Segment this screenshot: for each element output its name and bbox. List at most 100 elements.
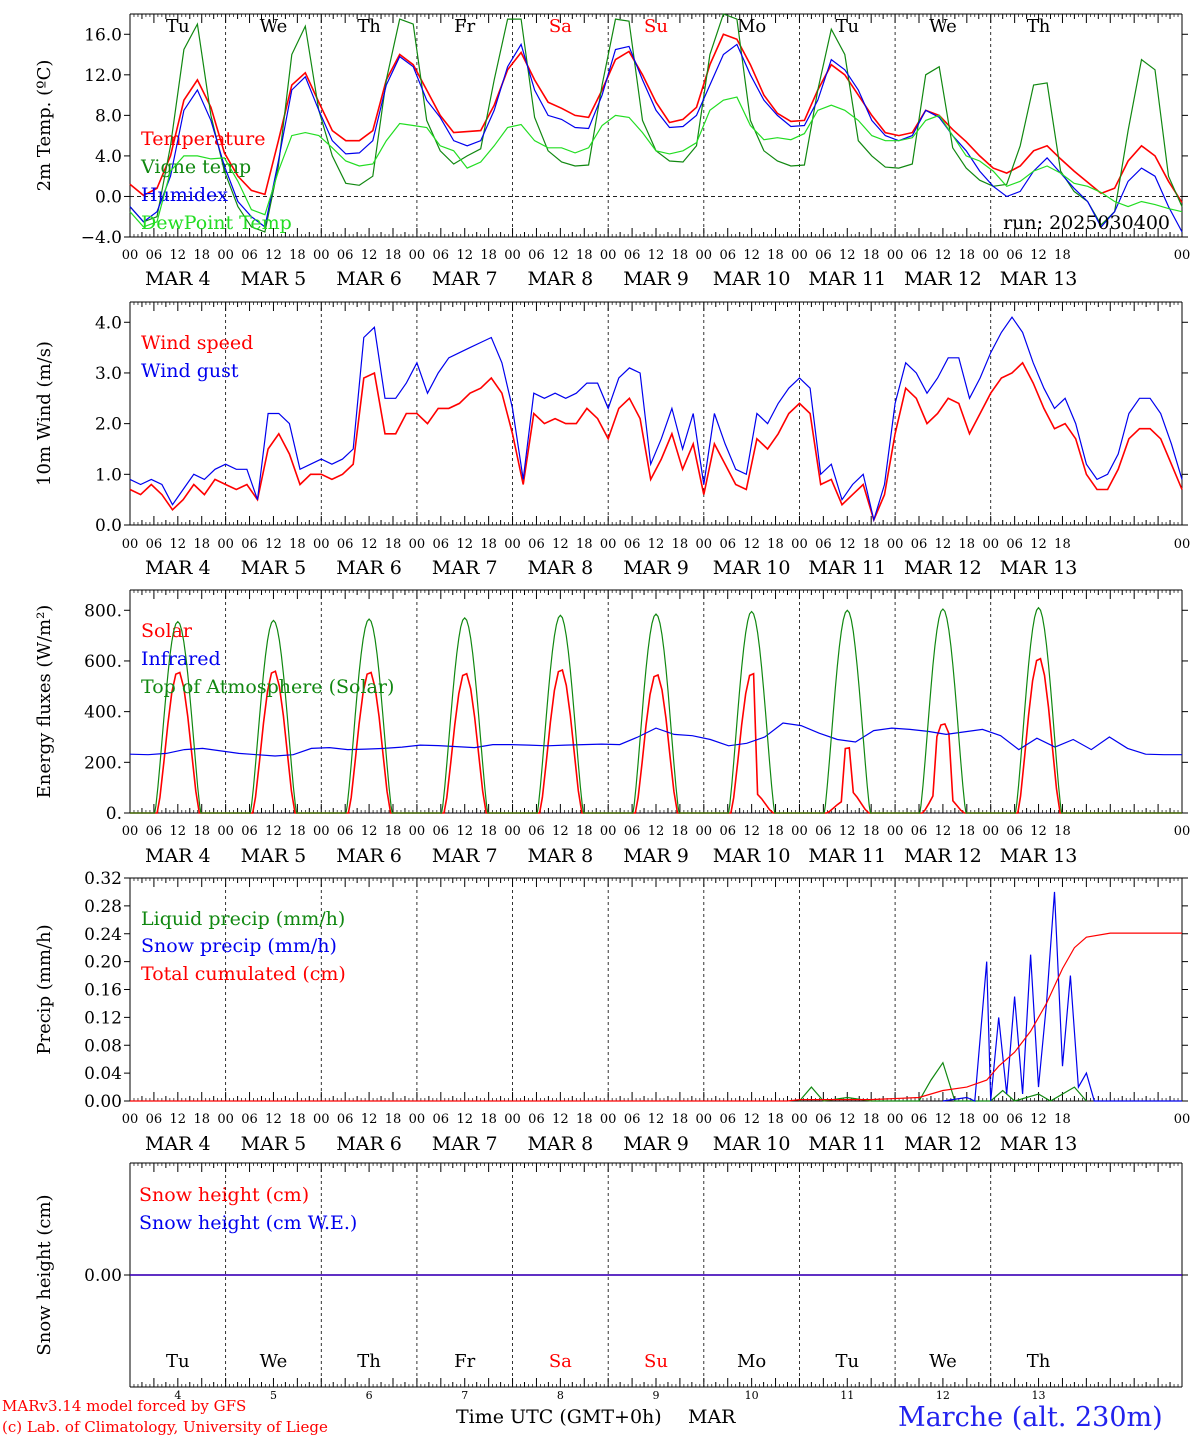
temperature-hour-label: 00 xyxy=(600,248,617,263)
wind-legend-entry: Wind speed xyxy=(141,332,253,354)
precip-date-label: MAR 10 xyxy=(713,1133,791,1155)
energy-hour-label: 18 xyxy=(480,824,497,839)
temperature-hour-label: 06 xyxy=(911,248,928,263)
wind-series-wind-speed xyxy=(129,361,1183,523)
wind-legend-entry: Wind gust xyxy=(141,360,239,382)
temperature-hour-label: 00 xyxy=(1174,248,1191,263)
temperature-day-name: Th xyxy=(1027,16,1051,37)
temperature-hour-label: 12 xyxy=(552,248,569,263)
precip-date-label: MAR 13 xyxy=(1000,1133,1078,1155)
precip-date-label: MAR 9 xyxy=(623,1133,689,1155)
snow-legend-entry: Snow height (cm) xyxy=(139,1184,309,1206)
wind-date-label: MAR 6 xyxy=(336,557,402,579)
wind-hour-label: 18 xyxy=(576,537,593,552)
temperature-hour-label: 18 xyxy=(385,248,402,263)
wind-ytick-label: 0.0 xyxy=(95,516,122,536)
energy-date-label: MAR 8 xyxy=(528,845,594,867)
snow-day-name: Tu xyxy=(835,1351,859,1372)
precip-hour-label: 00 xyxy=(791,1112,808,1127)
precip-legend-entry: Snow precip (mm/h) xyxy=(141,935,337,957)
wind-date-label: MAR 12 xyxy=(904,557,982,579)
wind-hour-label: 06 xyxy=(337,537,354,552)
energy-hour-label: 00 xyxy=(122,824,139,839)
wind-hour-label: 00 xyxy=(217,537,234,552)
wind-hour-label: 18 xyxy=(767,537,784,552)
temperature-ytick-label: −4.0 xyxy=(81,228,122,248)
station-label: Marche (alt. 230m) xyxy=(898,1402,1163,1433)
wind-hour-label: 12 xyxy=(935,537,952,552)
temperature-hour-label: 12 xyxy=(361,248,378,263)
wind-hour-label: 12 xyxy=(1030,537,1047,552)
snow-day-number: 7 xyxy=(461,1389,468,1402)
energy-hour-label: 18 xyxy=(193,824,210,839)
wind-hour-label: 12 xyxy=(552,537,569,552)
snow-day-name: Th xyxy=(1027,1351,1051,1372)
precip-hour-label: 06 xyxy=(911,1112,928,1127)
energy-series-infrared xyxy=(129,722,1182,757)
wind-hour-label: 18 xyxy=(959,537,976,552)
temperature-hour-label: 12 xyxy=(743,248,760,263)
energy-hour-label: 06 xyxy=(1006,824,1023,839)
energy-hour-label: 00 xyxy=(409,824,426,839)
energy-hour-label: 12 xyxy=(361,824,378,839)
temperature-hour-label: 06 xyxy=(146,248,163,263)
energy-hour-label: 18 xyxy=(672,824,689,839)
energy-hour-label: 00 xyxy=(696,824,713,839)
wind-ylabel: 10m Wind (m/s) xyxy=(34,341,55,486)
wind-hour-label: 12 xyxy=(839,537,856,552)
energy-ytick-label: 200. xyxy=(84,753,122,773)
snow-day-name: Mo xyxy=(737,1351,766,1372)
precip-hour-label: 18 xyxy=(480,1112,497,1127)
wind-hour-label: 12 xyxy=(170,537,187,552)
precip-ytick-label: 0.32 xyxy=(84,869,122,889)
energy-hour-label: 00 xyxy=(217,824,234,839)
temperature-hour-label: 00 xyxy=(696,248,713,263)
wind-hour-label: 00 xyxy=(600,537,617,552)
precip-date-label: MAR 8 xyxy=(528,1133,594,1155)
temperature-legend-entry: Humidex xyxy=(141,184,228,206)
temperature-ytick-label: 16.0 xyxy=(84,25,122,45)
precip-hour-label: 00 xyxy=(122,1112,139,1127)
wind-hour-label: 06 xyxy=(719,537,736,552)
precip-hour-label: 00 xyxy=(504,1112,521,1127)
temperature-ytick-label: 4.0 xyxy=(95,147,122,167)
precip-hour-label: 12 xyxy=(552,1112,569,1127)
snow-day-number: 9 xyxy=(653,1389,660,1402)
snow-day-name: We xyxy=(929,1351,957,1372)
temperature-hour-label: 18 xyxy=(959,248,976,263)
precip-ytick-label: 0.08 xyxy=(84,1036,122,1056)
energy-hour-label: 06 xyxy=(911,824,928,839)
temperature-hour-label: 12 xyxy=(265,248,282,263)
energy-series-top-of-atmosphere-solar xyxy=(130,606,1182,814)
energy-legend-entry: Solar xyxy=(141,620,193,642)
temperature-hour-label: 00 xyxy=(887,248,904,263)
temperature-hour-label: 18 xyxy=(1054,248,1071,263)
energy-hour-label: 12 xyxy=(1030,824,1047,839)
energy-hour-label: 06 xyxy=(719,824,736,839)
temperature-hour-label: 18 xyxy=(289,248,306,263)
energy-date-label: MAR 5 xyxy=(241,845,307,867)
temperature-hour-label: 12 xyxy=(839,248,856,263)
snow-day-name: Sa xyxy=(549,1351,572,1372)
temperature-series-temperature xyxy=(129,33,1183,203)
energy-hour-label: 00 xyxy=(887,824,904,839)
energy-hour-label: 00 xyxy=(791,824,808,839)
wind-hour-label: 00 xyxy=(122,537,139,552)
precip-ytick-label: 0.16 xyxy=(84,981,122,1001)
temperature-hour-label: 06 xyxy=(528,248,545,263)
energy-hour-label: 12 xyxy=(648,824,665,839)
precip-ytick-label: 0.12 xyxy=(84,1008,122,1028)
precip-hour-label: 06 xyxy=(815,1112,832,1127)
energy-hour-label: 18 xyxy=(959,824,976,839)
precip-ytick-label: 0.04 xyxy=(84,1064,122,1084)
wind-hour-label: 18 xyxy=(385,537,402,552)
energy-hour-label: 12 xyxy=(743,824,760,839)
run-label: run: 2025030400 xyxy=(1003,212,1170,234)
temperature-hour-label: 00 xyxy=(504,248,521,263)
temperature-hour-label: 00 xyxy=(791,248,808,263)
precip-hour-label: 00 xyxy=(313,1112,330,1127)
precip-hour-label: 18 xyxy=(576,1112,593,1127)
precip-hour-label: 06 xyxy=(146,1112,163,1127)
wind-hour-label: 06 xyxy=(146,537,163,552)
wind-ytick-label: 1.0 xyxy=(95,465,122,485)
